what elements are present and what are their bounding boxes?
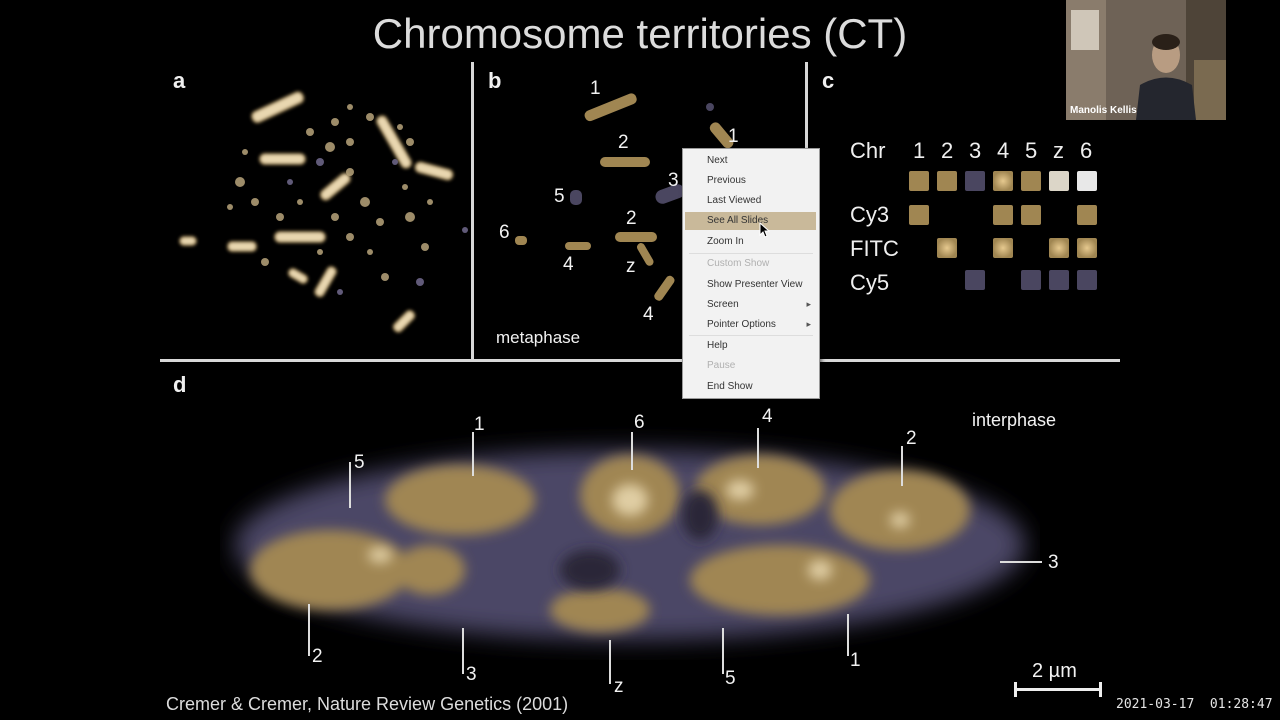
grid-row-cy5: Cy5 <box>850 270 889 296</box>
panel-d-label-1-top: 1 <box>474 414 485 436</box>
grid-row-fitc: FITC <box>850 236 899 262</box>
panel-d-label-1-bottom: 1 <box>850 650 861 672</box>
grid-header-2: 2 <box>941 138 953 164</box>
scale-bar <box>1014 688 1102 691</box>
grid-cell-cy5-6 <box>1077 270 1097 290</box>
grid-cell-fitc-4 <box>993 238 1013 258</box>
menu-item-pause: Pause <box>707 360 735 371</box>
menu-item-zoom-in[interactable]: Zoom In <box>707 236 744 247</box>
grid-header-chr: Chr <box>850 138 885 164</box>
panel-d-label-z-bottom: z <box>614 676 624 698</box>
menu-item-screen[interactable]: Screen <box>707 299 739 310</box>
panel-b-label-2a: 2 <box>618 132 629 154</box>
grid-cell-fitc-2 <box>937 238 957 258</box>
submenu-arrow-icon: ▸ <box>806 299 811 310</box>
divider-horizontal <box>160 359 1120 362</box>
webcam-video[interactable]: Manolis Kellis <box>1066 0 1226 120</box>
grid-cell-combined-4 <box>993 171 1013 191</box>
grid-cell-cy3-4 <box>993 205 1013 225</box>
panel-d-label-3-right: 3 <box>1048 552 1059 574</box>
scale-bar-cap-right <box>1099 682 1102 697</box>
scale-bar-label: 2 µm <box>1032 660 1077 683</box>
menu-item-previous[interactable]: Previous <box>707 175 746 186</box>
grid-cell-combined-z <box>1049 171 1069 191</box>
panel-b-label-z: z <box>626 256 636 278</box>
menu-item-pointer-options[interactable]: Pointer Options <box>707 319 776 330</box>
grid-cell-combined-6 <box>1077 171 1097 191</box>
grid-cell-combined-3 <box>965 171 985 191</box>
pointer-line-1-top <box>472 432 474 476</box>
submenu-arrow-icon: ▸ <box>806 319 811 330</box>
grid-header-z: z <box>1053 138 1064 164</box>
webcam-person-image <box>1066 0 1226 120</box>
grid-cell-combined-1 <box>909 171 929 191</box>
pointer-line-3-bottom <box>462 628 464 674</box>
panel-d-label-5-bottom: 5 <box>725 668 736 690</box>
panel-d-label-2-top: 2 <box>906 428 917 450</box>
panel-d-caption: interphase <box>972 410 1056 431</box>
menu-item-end-show[interactable]: End Show <box>707 381 753 392</box>
panel-b-label-2b: 2 <box>626 208 637 230</box>
panel-d-label-3-bottom: 3 <box>466 664 477 686</box>
panel-d-label-5-top: 5 <box>354 452 365 474</box>
panel-b-label-1b: 1 <box>728 126 739 148</box>
citation: Cremer & Cremer, Nature Review Genetics … <box>166 694 568 715</box>
grid-header-5: 5 <box>1025 138 1037 164</box>
panel-letter-d: d <box>173 372 186 398</box>
grid-cell-fitc-6 <box>1077 238 1097 258</box>
grid-cell-combined-2 <box>937 171 957 191</box>
grid-cell-combined-5 <box>1021 171 1041 191</box>
panel-b-label-4a: 4 <box>563 254 574 276</box>
pointer-line-6-top <box>631 432 633 470</box>
scale-bar-cap-left <box>1014 682 1017 697</box>
slideshow-context-menu: Next Previous Last Viewed See All Slides… <box>682 148 820 399</box>
grid-cell-cy3-5 <box>1021 205 1041 225</box>
pointer-line-2-top <box>901 446 903 486</box>
panel-b-label-4b: 4 <box>643 304 654 326</box>
grid-cell-cy3-6 <box>1077 205 1097 225</box>
pointer-line-4-top <box>757 428 759 468</box>
pointer-line-1-bottom <box>847 614 849 656</box>
pointer-line-5-top <box>349 462 351 508</box>
panel-b-label-5: 5 <box>554 186 565 208</box>
grid-cell-cy5-3 <box>965 270 985 290</box>
panel-d-label-2-bottom: 2 <box>312 646 323 668</box>
menu-item-show-presenter-view[interactable]: Show Presenter View <box>707 279 802 290</box>
webcam-name-label: Manolis Kellis <box>1070 105 1137 116</box>
menu-separator <box>689 253 813 254</box>
menu-item-help[interactable]: Help <box>707 340 728 351</box>
panel-d-interphase-image <box>220 420 1040 660</box>
grid-header-4: 4 <box>997 138 1009 164</box>
panel-b-label-3: 3 <box>668 170 679 192</box>
panel-b-label-6: 6 <box>499 222 510 244</box>
grid-cell-fitc-z <box>1049 238 1069 258</box>
pointer-line-5-bottom <box>722 628 724 674</box>
pointer-line-3-right <box>1000 561 1042 563</box>
mouse-cursor-icon <box>759 222 771 238</box>
panel-letter-c: c <box>822 68 834 94</box>
menu-item-custom-show: Custom Show <box>707 258 769 269</box>
panel-a-metaphase-image <box>170 62 470 358</box>
panel-b-caption: metaphase <box>496 328 580 348</box>
panel-d-label-6-top: 6 <box>634 412 645 434</box>
grid-header-3: 3 <box>969 138 981 164</box>
grid-cell-cy5-z <box>1049 270 1069 290</box>
menu-separator <box>689 335 813 336</box>
grid-cell-cy3-1 <box>909 205 929 225</box>
grid-header-6: 6 <box>1080 138 1092 164</box>
pointer-line-2-bottom <box>308 604 310 656</box>
grid-header-1: 1 <box>913 138 925 164</box>
pointer-line-z-bottom <box>609 640 611 684</box>
panel-d-label-4-top: 4 <box>762 406 773 428</box>
panel-b-label-1a: 1 <box>590 78 601 100</box>
menu-item-next[interactable]: Next <box>707 155 728 166</box>
recording-timestamp: 2021-03-17 01:28:47 <box>1116 697 1273 712</box>
grid-cell-cy5-5 <box>1021 270 1041 290</box>
menu-item-last-viewed[interactable]: Last Viewed <box>707 195 761 206</box>
divider-ab <box>471 62 474 360</box>
grid-row-cy3: Cy3 <box>850 202 889 228</box>
